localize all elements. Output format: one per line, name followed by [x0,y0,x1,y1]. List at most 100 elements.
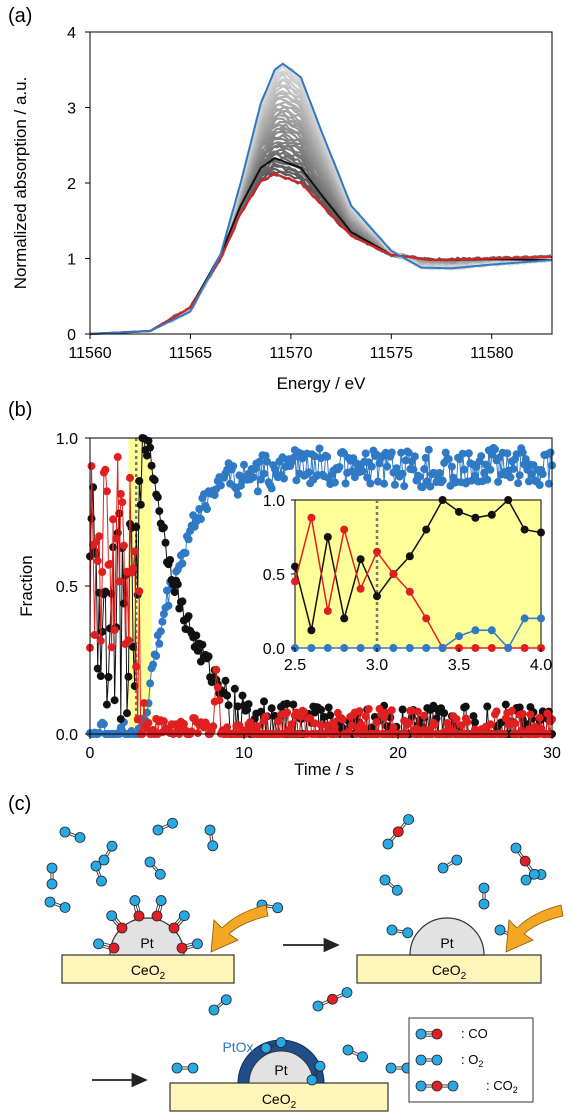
fraction-ytick-label: 0.5 [56,579,78,596]
fraction-point [323,721,332,730]
fraction-point [457,721,466,730]
o2-molecule [306,1060,326,1086]
fraction-point [173,580,182,589]
fraction-point [300,707,309,716]
inset-point [455,507,463,516]
inset-point [438,644,447,652]
xanes-xlabel: Energy / eV [277,374,366,393]
inset-point [389,644,398,652]
fraction-point [203,721,211,730]
fraction-point [289,700,298,709]
inset-xtick-label: 3.5 [448,657,470,674]
fraction-point [283,699,292,708]
fraction-point [98,568,107,576]
fraction-point [143,451,151,460]
fraction-point [139,699,148,708]
fraction-point [116,715,125,724]
pt-particle-3 [248,1050,314,1084]
oxygen-atom [478,898,490,910]
fraction-point [518,709,527,718]
o2-molecule [386,924,414,939]
legend-co2-label: : CO2 [486,1078,518,1095]
fraction-point [230,684,239,693]
fraction-point [409,465,418,474]
oxygen-atom [144,856,156,868]
fraction-point [129,642,138,651]
fraction-point [104,673,113,681]
fraction-point [418,483,427,491]
inset-point [340,644,349,652]
oxygen-atom [385,1062,397,1074]
fraction-point [483,475,492,484]
ceo2-label-2: CeO2 [432,962,467,982]
inset-point [438,496,447,504]
xanes-ytick-label: 0 [67,327,76,344]
fraction-point [514,479,523,488]
carbon-atom [168,922,180,934]
fraction-point [324,703,333,712]
xanes-ytick-label: 4 [67,25,76,42]
scheme-state-3: Pt PtOx CeO2 [169,987,413,1112]
o2-molecule [379,874,403,896]
fraction-xtick-label: 10 [235,745,253,762]
oxygen-atom [178,910,190,922]
fraction-point [515,703,524,712]
inset-series-red [291,513,545,652]
fraction-point [118,498,127,507]
fraction-point [511,719,519,728]
support-slab-3 [169,1082,389,1112]
oxygen-atom [447,1080,459,1092]
fraction-point [95,728,104,737]
fraction-point [198,640,207,649]
fraction-point [233,490,242,499]
adsorbed-co [129,895,145,922]
fraction-point [546,448,555,457]
fraction-point [310,719,319,728]
fraction-point [135,477,144,485]
fraction-point [400,482,409,491]
fraction-point [93,664,102,673]
o2-molecule [144,856,166,880]
ceo2-sub-3: 2 [291,1100,297,1111]
fraction-point [135,587,144,596]
oxygen-atom [46,862,58,874]
fraction-point [481,460,490,469]
fraction-xlabel: Time / s [294,760,354,779]
oxygen-atom [314,1060,326,1072]
fraction-xtick-label: 30 [543,745,561,762]
ceo2-text-1: CeO [131,962,160,978]
inset-point [340,614,349,623]
inset-point [504,496,513,504]
fraction-point [420,711,429,720]
fraction-point [310,452,319,461]
fraction-point [410,452,419,461]
fraction-point [95,532,104,541]
orange-arrow-1 [210,904,269,953]
fraction-point [535,713,544,722]
fraction-point [469,712,478,721]
fraction-point [87,462,96,471]
fraction-point [483,702,492,711]
fraction-point [458,449,467,458]
oxygen-atom [341,987,353,998]
oxygen-atom [152,824,164,836]
oxygen-atom [510,842,522,854]
fraction-point [267,704,276,713]
fraction-point [161,538,170,547]
adsorbed-co [93,938,120,954]
molecules-state-1 [44,817,284,954]
oxygen-atom [106,840,118,852]
fraction-point [192,631,201,640]
inset-point [340,525,349,534]
fraction-point [506,473,515,482]
inset-xtick-label: 3.0 [366,657,388,674]
fraction-point [101,587,110,596]
molecules-state-2 [379,814,547,943]
xanes-ytick-label: 3 [67,101,76,118]
o2-molecule [260,1037,287,1054]
fraction-point [133,715,142,724]
inset-point [291,577,299,586]
inset-point [520,614,529,623]
co2-molecule [382,814,414,850]
legend-o2-text: : O [461,1052,478,1067]
